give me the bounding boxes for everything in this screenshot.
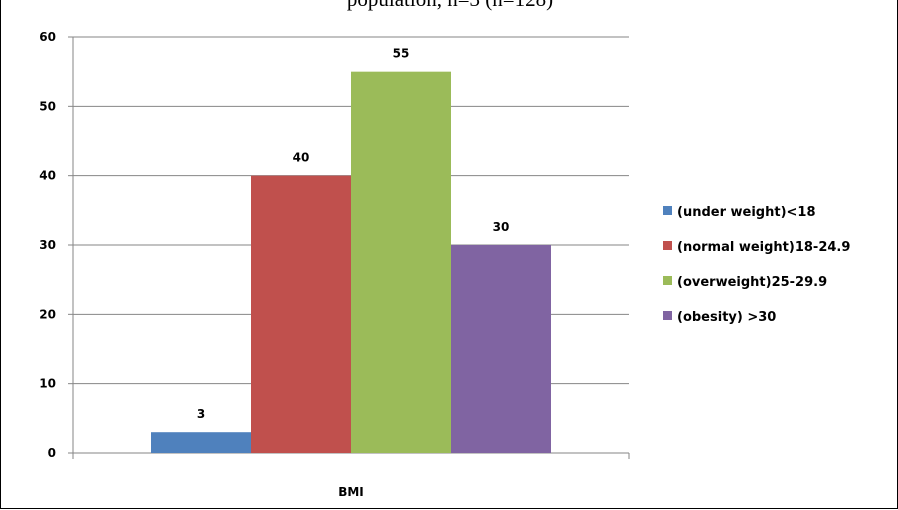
legend-swatch: [663, 206, 672, 215]
y-tick-label: 10: [39, 377, 56, 391]
bars: [151, 71, 551, 454]
data-label: 30: [493, 220, 510, 234]
legend-label: (under weight)<18: [677, 205, 816, 220]
data-label: 3: [197, 407, 205, 421]
legend: (under weight)<18 (normal weight)18-24.9 (…: [663, 205, 850, 325]
y-tick-label: 30: [39, 238, 56, 252]
legend-label: (normal weight)18-24.9: [677, 240, 850, 255]
y-tick-label: 0: [48, 446, 56, 460]
legend-label: (obesity) >30: [677, 310, 776, 325]
legend-swatch: [663, 311, 672, 320]
y-tick-labels: 0 10 20 30 40 50 60: [39, 30, 56, 460]
y-tick-label: 20: [39, 307, 56, 321]
x-tick-label: BMI: [338, 485, 364, 499]
legend-swatch: [663, 241, 672, 250]
bar-series-2: [251, 175, 351, 453]
legend-swatch: [663, 276, 672, 285]
bar-series-3: [351, 71, 451, 454]
data-label: 40: [293, 151, 310, 165]
data-labels: 3 40 55 30: [197, 47, 510, 422]
bar-series-4: [451, 245, 551, 453]
y-tick-label: 50: [39, 99, 56, 113]
bar-series-1: [151, 432, 251, 453]
chart-title: population, n=3 (n=128): [1, 0, 898, 12]
y-tick-label: 40: [39, 169, 56, 183]
y-tick-label: 60: [39, 30, 56, 44]
legend-label: (overweight)25-29.9: [677, 275, 827, 290]
x-tick-labels: BMI: [338, 485, 364, 499]
data-label: 55: [393, 47, 410, 61]
